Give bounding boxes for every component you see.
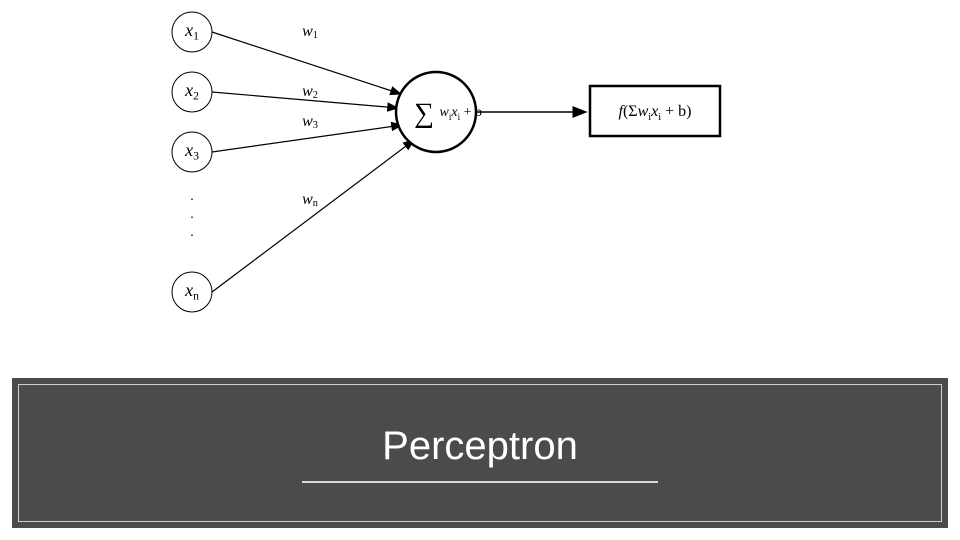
weights-group: w1 w2 w3 wn [302, 23, 319, 210]
ellipsis-dot: . [190, 225, 194, 240]
ellipsis-dots: ... [190, 189, 194, 240]
edges-group [212, 32, 414, 292]
output-node: f(Σwixi + b) [590, 86, 720, 136]
sum-node: ∑ wixi + b [396, 72, 482, 152]
weight-label-w1: w1 [302, 23, 318, 42]
ellipsis-dot: . [190, 189, 194, 204]
weight-label-w2: w2 [302, 83, 318, 102]
title-text: Perceptron [342, 424, 618, 483]
title-bar: Perceptron [12, 378, 948, 528]
weight-label-wn: wn [302, 191, 319, 210]
edge-xn [212, 140, 414, 292]
ellipsis-dot: . [190, 207, 194, 222]
diagram-stage: x1x2x3xn ... w1 w2 w3 wn ∑ wixi + b f(Σwixi… [0, 0, 960, 540]
inputs-group: x1x2x3xn [172, 12, 212, 312]
weight-label-w3: w3 [302, 113, 318, 132]
